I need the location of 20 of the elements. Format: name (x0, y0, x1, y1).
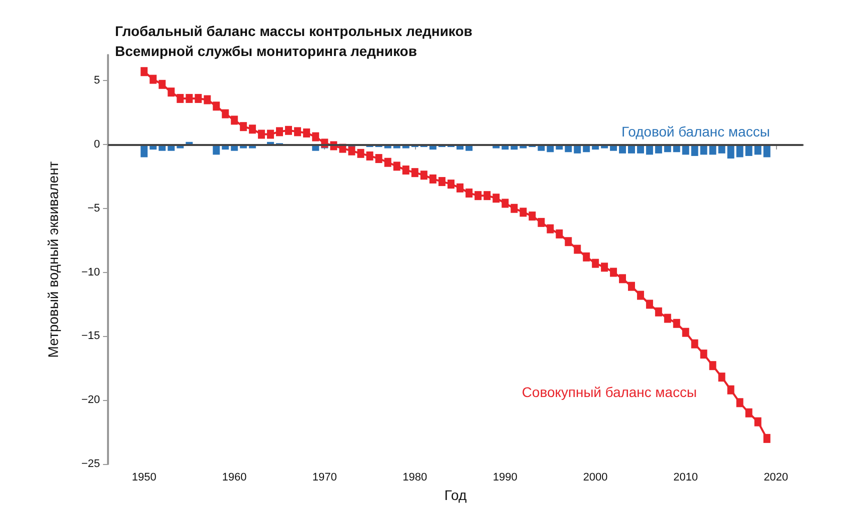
x-tick-label: 1990 (492, 472, 518, 484)
x-tick-label: 1980 (402, 472, 428, 484)
y-tick-label: −5 (87, 202, 100, 214)
y-tick-label: −10 (81, 266, 100, 278)
x-tick-label: 1950 (132, 472, 156, 484)
chart-title: Глобальный баланс массы контрольных ледников Всемирной службы мониторинга ледников (115, 23, 473, 59)
y-tick-label: −25 (81, 458, 100, 470)
y-tick-label: 0 (94, 138, 100, 150)
series-label: Годовой баланс массы (622, 123, 770, 140)
y-axis-title: Метровый водный эквивалент (45, 160, 61, 358)
y-tick-label: −15 (81, 330, 100, 342)
x-tick-label: 1960 (222, 472, 247, 484)
x-axis-title: Год (444, 487, 467, 503)
x-tick-label: 2010 (673, 472, 698, 484)
y-tick-label: −20 (81, 394, 100, 406)
y-tick-label: 5 (94, 74, 100, 87)
x-tick-label: 2020 (764, 472, 788, 484)
x-tick-label: 2000 (583, 472, 608, 484)
series-label: Совокупный баланс массы (522, 384, 697, 400)
x-tick-label: 1970 (312, 472, 337, 484)
